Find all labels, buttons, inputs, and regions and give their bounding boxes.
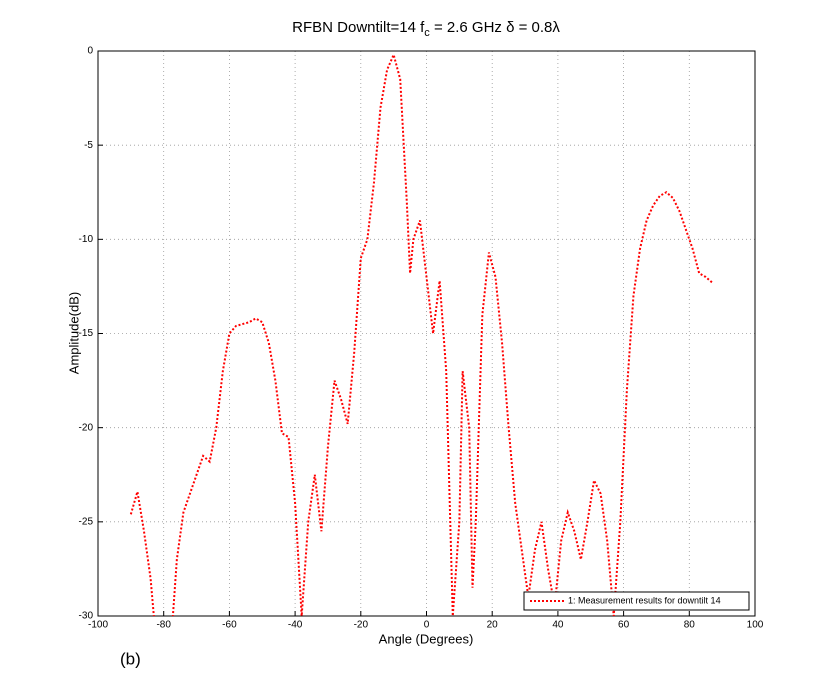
y-tick-label: -10 bbox=[79, 234, 94, 245]
x-tick-label: -100 bbox=[88, 620, 108, 631]
y-tick-label: -20 bbox=[79, 422, 94, 433]
x-tick-label: 20 bbox=[487, 620, 499, 631]
x-tick-label: 100 bbox=[747, 620, 764, 631]
x-tick-label: -40 bbox=[288, 620, 303, 631]
y-tick-label: -25 bbox=[79, 516, 94, 527]
y-axis-label: Amplitude(dB) bbox=[66, 292, 81, 374]
y-tick-label: -30 bbox=[79, 611, 94, 622]
chart-title: RFBN Downtilt=14 fc = 2.6 GHz δ = 0.8λ bbox=[292, 19, 560, 39]
x-tick-label: 60 bbox=[618, 620, 630, 631]
annotation: (b) bbox=[120, 649, 141, 668]
x-tick-label: 0 bbox=[424, 620, 430, 631]
legend-box bbox=[523, 591, 750, 611]
x-tick-label: -60 bbox=[222, 620, 237, 631]
title-subscript: c bbox=[424, 27, 430, 39]
title-part: = 2.6 GHz δ = 0.8λ bbox=[430, 19, 561, 36]
y-tick-label: -15 bbox=[79, 328, 94, 339]
x-tick-label: -80 bbox=[156, 620, 171, 631]
y-tick-label: 0 bbox=[87, 46, 93, 57]
x-tick-label: 80 bbox=[684, 620, 696, 631]
title-part: RFBN Downtilt=14 f bbox=[292, 19, 425, 36]
x-tick-label: 40 bbox=[552, 620, 564, 631]
x-axis-label: Angle (Degrees) bbox=[379, 631, 474, 646]
plot-frame bbox=[97, 50, 756, 617]
legend-label: 1: Measurement results for downtilt 14 bbox=[568, 595, 721, 605]
y-tick-label: -5 bbox=[84, 140, 93, 151]
x-tick-label: -20 bbox=[354, 620, 369, 631]
